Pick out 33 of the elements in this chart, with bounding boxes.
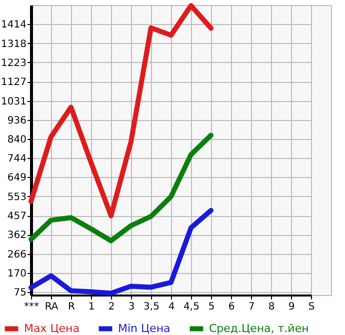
- legend-label: Max Цена: [24, 322, 80, 335]
- y-tick-label: 362: [7, 230, 26, 242]
- x-tick-label: 3,5: [144, 302, 160, 312]
- x-tick-label: 6: [228, 302, 235, 312]
- x-tick-label: ***: [24, 302, 39, 312]
- x-tick-label: RA: [44, 302, 58, 312]
- y-tick-label: 1127: [1, 77, 26, 88]
- x-tick-label: 5: [208, 302, 215, 312]
- y-tick-label: 840: [7, 134, 26, 146]
- x-tick-label: 3: [128, 302, 135, 312]
- legend-label: Сред.Цена, т.йен: [209, 322, 309, 335]
- y-tick-label: 936: [7, 115, 26, 126]
- y-tick-label: 75: [14, 288, 26, 298]
- x-tick-label: 7: [248, 302, 255, 312]
- y-tick-label: 457: [7, 211, 26, 222]
- x-tick-label: S: [308, 302, 315, 312]
- y-tick-label: 744: [7, 154, 26, 165]
- y-tick-label: 649: [7, 172, 26, 184]
- y-tick-label: 266: [7, 249, 26, 260]
- y-tick-label: 1031: [1, 96, 26, 108]
- legend-label: Min Цена: [118, 322, 170, 335]
- x-tick-label: R: [68, 302, 76, 312]
- x-tick-label: 9: [288, 302, 295, 312]
- y-tick-label: 170: [7, 268, 26, 280]
- x-tick-label: 8: [268, 302, 275, 312]
- y-tick-label: 1318: [1, 38, 26, 50]
- y-tick-label: 553: [7, 192, 26, 203]
- x-tick-label: 4,5: [184, 302, 200, 312]
- x-tick-label: 4: [168, 302, 175, 312]
- x-tick-label: 1: [88, 302, 95, 312]
- x-tick-label: 2: [108, 302, 115, 312]
- y-tick-label: 1223: [1, 58, 26, 69]
- y-tick-label: 1414: [1, 20, 26, 31]
